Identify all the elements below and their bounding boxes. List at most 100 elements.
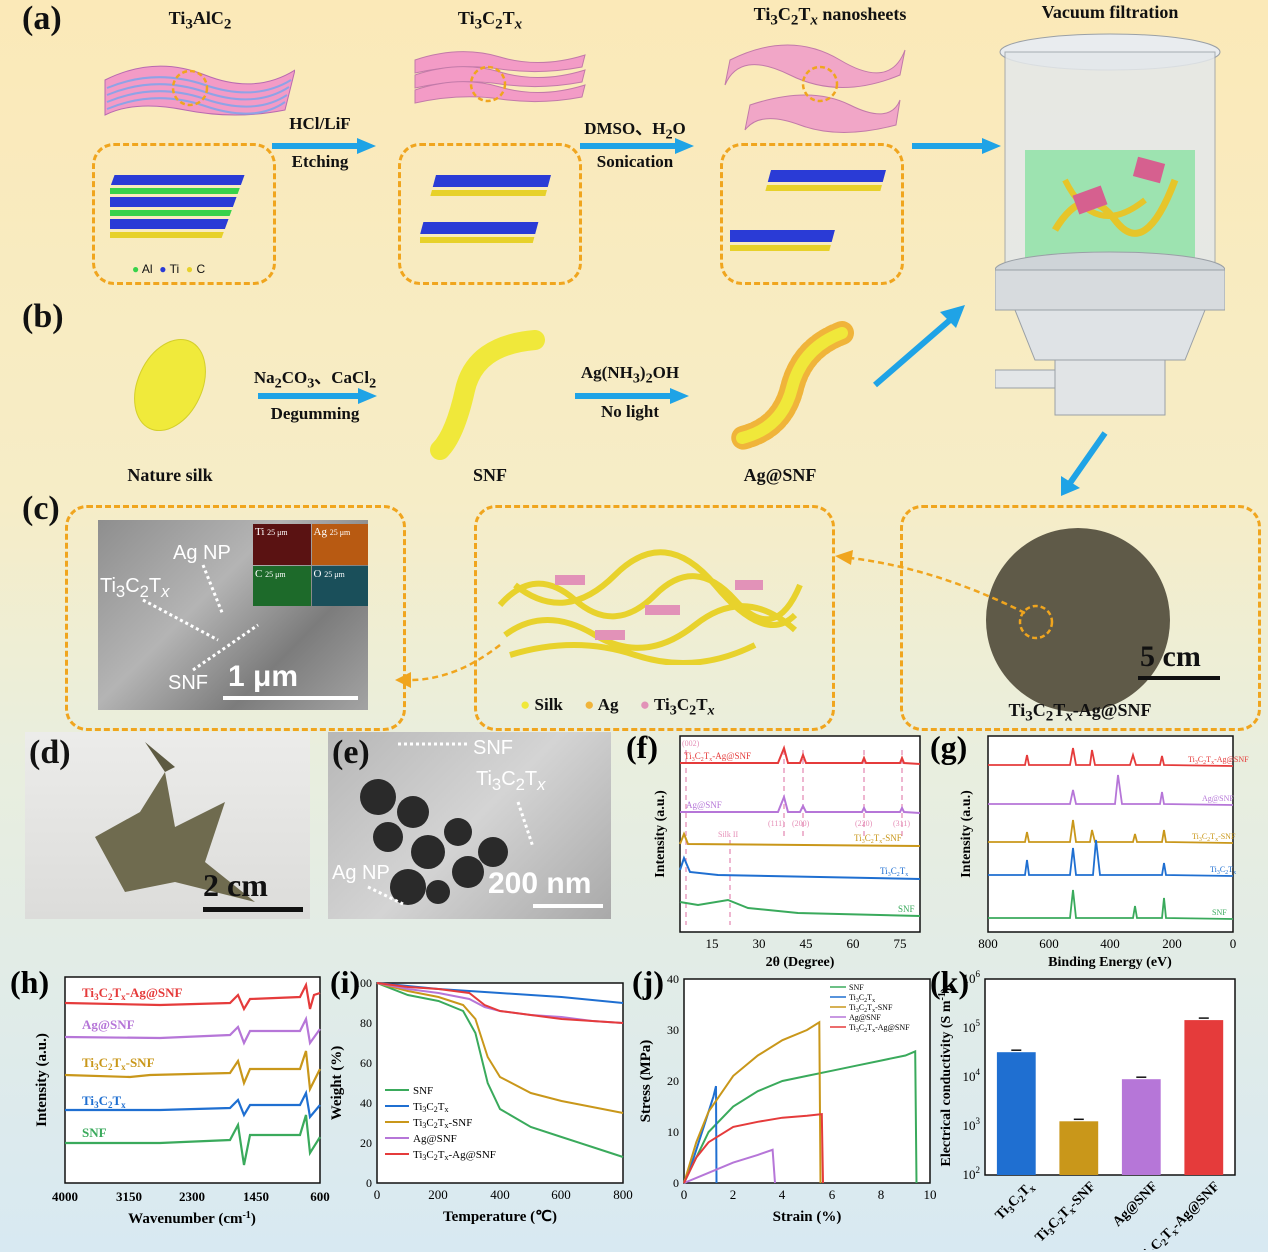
nature-silk-cocoon [134, 338, 206, 432]
svg-text:15: 15 [706, 936, 719, 951]
svg-text:105: 105 [963, 1018, 981, 1035]
svg-text:400: 400 [490, 1187, 510, 1202]
panel-label-c: (c) [22, 490, 60, 527]
xps-label-ti3c2tx: Ti3C2Tx [1210, 865, 1236, 876]
xps-series-ti-ag-snf [988, 747, 1234, 767]
conductivity-categories: Ti3C2Tx Ti3C2Tx-SNF Ag@SNF Ti3C2Tx-Ag@SN… [993, 1179, 1225, 1250]
svg-text:400: 400 [1100, 936, 1120, 951]
svg-text:Ag@SNF: Ag@SNF [1110, 1179, 1161, 1230]
conductivity-bar-ti3c2tx [996, 1052, 1036, 1175]
stress-lines-series-ti3c2tx-ag-snf [683, 1112, 824, 1184]
xrd-series-ti-snf [679, 831, 921, 847]
xrd-series-snf [679, 898, 921, 917]
atomic-box-nanosheets [720, 143, 904, 285]
tem-pointers [367, 742, 535, 906]
vacuum-filtration-apparatus [995, 33, 1225, 416]
svg-text:8: 8 [878, 1187, 885, 1202]
lattice-nanosheets [730, 170, 886, 251]
label-nature-silk: Nature silk [127, 465, 213, 485]
step-no-light: No light [600, 402, 660, 421]
conductivity-ylabel: Electrical conductivity (S m-1) [937, 987, 954, 1166]
eds-ag: Ag 25 μm [311, 524, 368, 565]
xps-ylabel: Intensity (a.u.) [959, 790, 974, 878]
conductivity-chart: (k) 102 103 104 105 106 Ti3C2Tx Ti3C2Tx-… [930, 965, 1236, 1250]
tem-label-ti3c2tx: Ti3C2Tx [476, 768, 546, 794]
arrow-no-light [575, 388, 689, 404]
ftir-series [64, 981, 321, 1166]
tem-label-ag-np: Ag NP [332, 862, 390, 884]
xrd-frame [679, 735, 921, 933]
tem-scale-bar [533, 904, 603, 908]
panel-label-b: (b) [22, 298, 64, 335]
panel-label-a: (a) [22, 0, 62, 37]
step-na2co3: Na2CO3、CaCl2 [253, 368, 377, 392]
xps-chart: (g) Ti3C2Tx-Ag@SNF Ag@SNF Ti3C2Tx-SNF Ti… [930, 730, 1249, 970]
tga-lines-series-ti3c2tx-ag-snf [376, 982, 624, 1024]
svg-text:102: 102 [963, 1165, 981, 1182]
ftir-frame [64, 976, 321, 1184]
structure-box [474, 505, 835, 731]
svg-text:SNF: SNF [413, 1085, 433, 1097]
zoom-circle-1 [171, 69, 209, 107]
xrd-label-ti3c2tx: Ti3C2Tx [880, 866, 908, 878]
sem-label-ag-np: Ag NP [173, 542, 231, 564]
ftir-series-ag-snf [64, 1015, 321, 1046]
tga-xlabel: Temperature (℃) [443, 1209, 557, 1225]
conductivity-bars [996, 1017, 1224, 1175]
svg-text:Ti3C2Tx: Ti3C2Tx [849, 993, 875, 1004]
stress-lines-series-snf [683, 1049, 918, 1184]
xps-xlabel: Binding Energy (eV) [1048, 955, 1172, 970]
origami-photo: (d) 2 cm [25, 732, 310, 919]
xrd-xticks: 15 30 45 60 75 [706, 936, 907, 951]
tem-particles [360, 779, 508, 905]
step-etching: Etching [291, 152, 349, 171]
svg-text:106: 106 [963, 969, 981, 986]
ag-snf-fiber [730, 321, 854, 450]
xrd-peak-labels: (002) (111) (200) (220) (311) Silk II [682, 739, 910, 839]
xps-series-snf [988, 889, 1234, 920]
svg-text:Ti3C2Tx-Ag@SNF: Ti3C2Tx-Ag@SNF [849, 1023, 910, 1034]
panel-label-f: (f) [626, 730, 658, 765]
svg-text:3150: 3150 [116, 1189, 142, 1204]
svg-text:40: 40 [667, 972, 679, 986]
svg-text:0: 0 [374, 1187, 381, 1202]
stress-lines-series-ti3c2tx-snf [683, 1020, 822, 1184]
conductivity-yticks: 102 103 104 105 106 [963, 969, 981, 1182]
conductivity-bar-ag-snf [1121, 1079, 1161, 1175]
sem-pointers [142, 564, 259, 672]
stress-xticks: 0 2 4 6 8 10 [681, 1187, 937, 1202]
ftir-series-ti-ag-snf [64, 981, 321, 1012]
xps-series-ag-snf [988, 774, 1234, 806]
arrow-film-to-structure [835, 550, 1026, 615]
xrd-label-ag-snf: Ag@SNF [686, 800, 722, 810]
max-phase-stack [104, 65, 295, 116]
svg-text:10: 10 [924, 1187, 937, 1202]
svg-text:200: 200 [1162, 936, 1182, 951]
xrd-ylabel: Intensity (a.u.) [653, 790, 668, 878]
svg-text:0: 0 [681, 1187, 688, 1202]
title-ti3alc2: Ti3AlC2 [168, 8, 232, 33]
svg-text:Ti3C2Tx-SNF: Ti3C2Tx-SNF [413, 1117, 472, 1130]
ftir-label-ti-ag-snf: Ti3C2Tx-Ag@SNF [82, 985, 183, 1002]
xps-label-snf: SNF [1212, 908, 1227, 917]
xrd-chart: (f) Ti3C2Tx-Ag@SNF Ag@SNF Ti3C2Tx-SNF Ti… [626, 730, 921, 970]
nanosheets-image [724, 44, 906, 133]
atomic-box-ti3c2tx [398, 143, 582, 285]
svg-text:6: 6 [829, 1187, 836, 1202]
ftir-xticks: 4000 3150 2300 1450 600 [52, 1189, 330, 1204]
xps-label-ag-snf: Ag@SNF [1202, 794, 1234, 803]
panel-label-j: (j) [632, 965, 664, 1000]
xrd-label-ti-snf: Ti3C2Tx-SNF [854, 833, 902, 845]
label-ag-snf: Ag@SNF [743, 465, 817, 485]
eds-c: C 25 μm [253, 565, 311, 606]
svg-text:Silk II: Silk II [718, 830, 739, 839]
ftir-label-ag-snf: Ag@SNF [82, 1017, 135, 1032]
arrow-etching [272, 138, 376, 154]
conductivity-bar-ti3c2tx-snf [1059, 1121, 1099, 1175]
svg-text:600: 600 [551, 1187, 571, 1202]
svg-text:(220): (220) [855, 819, 873, 828]
tga-lines-series-snf [376, 982, 624, 1158]
svg-text:800: 800 [613, 1187, 633, 1202]
ftir-series-ti3c2tx [65, 1089, 321, 1120]
title-ti3c2tx: Ti3C2Tx [457, 8, 523, 33]
